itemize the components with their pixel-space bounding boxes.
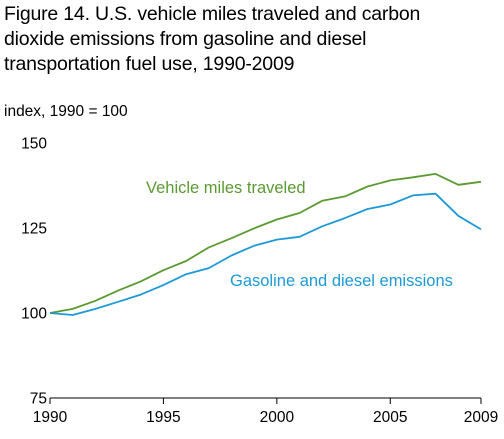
series-label-vehicle-miles: Vehicle miles traveled bbox=[146, 179, 306, 197]
y-tick-label: 75 bbox=[30, 391, 47, 408]
y-tick-label: 125 bbox=[21, 221, 47, 238]
series-line-emissions bbox=[49, 192, 482, 316]
chart-title-line-1: Figure 14. U.S. vehicle miles traveled a… bbox=[4, 3, 421, 25]
series-line-vehicle-miles bbox=[49, 172, 482, 314]
chart-title-line-3: transportation fuel use, 1990-2009 bbox=[4, 53, 295, 75]
series-labels: Vehicle miles traveled Gasoline and dies… bbox=[146, 179, 453, 290]
x-tick-label: 2009 bbox=[464, 409, 498, 426]
series-label-emissions: Gasoline and diesel emissions bbox=[230, 272, 453, 290]
axes bbox=[49, 397, 482, 404]
chart-title: Figure 14. U.S. vehicle miles traveled a… bbox=[4, 2, 500, 77]
y-tick-label: 150 bbox=[21, 136, 47, 153]
tick-labels: 1990 1995 2000 2005 2009 150 125 100 75 bbox=[21, 136, 498, 427]
chart-title-line-2: dioxide emissions from gasoline and dies… bbox=[4, 28, 367, 50]
x-tick-label: 2000 bbox=[260, 409, 295, 426]
y-axis-unit-label: index, 1990 = 100 bbox=[4, 103, 128, 120]
y-tick-label: 100 bbox=[21, 306, 47, 323]
x-tick-label: 1995 bbox=[146, 409, 180, 426]
series-lines bbox=[49, 172, 482, 316]
x-tick-label: 2005 bbox=[373, 409, 407, 426]
x-tick-label: 1990 bbox=[33, 409, 68, 426]
